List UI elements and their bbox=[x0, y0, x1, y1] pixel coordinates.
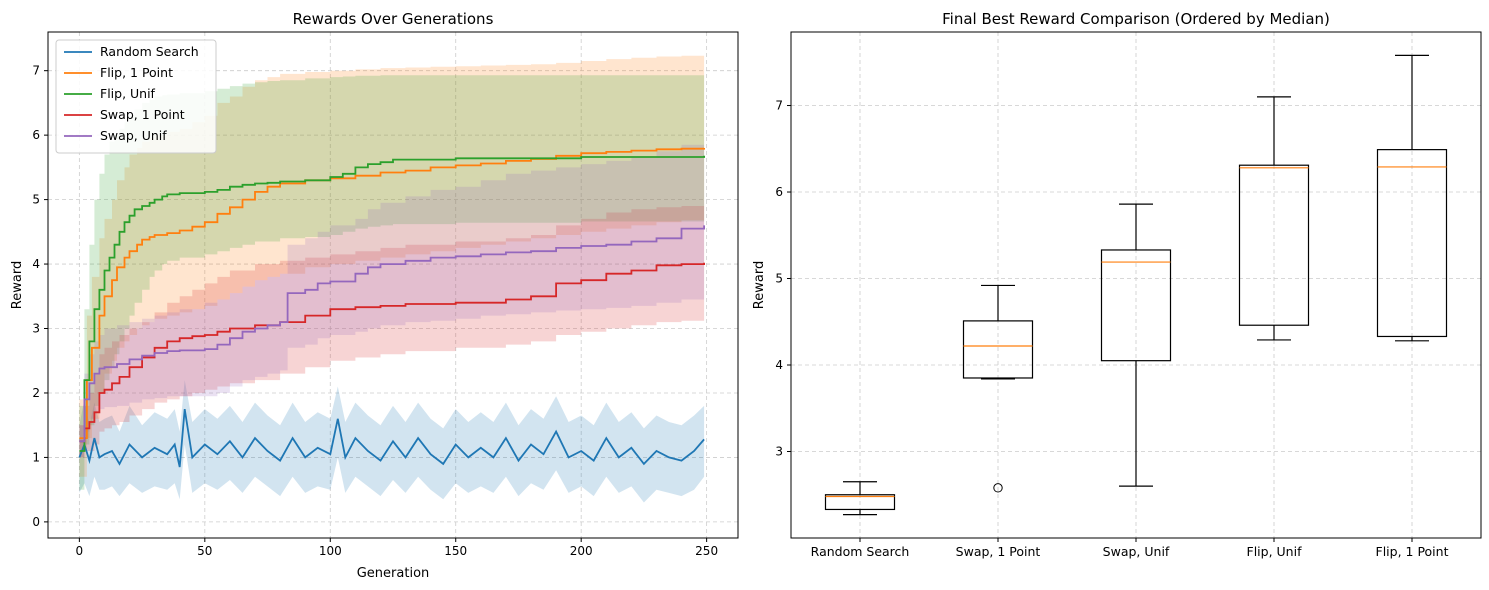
rewards-over-generations-chart: 0 50 100 150 200 250 0 1 2 3 4 5 6 7 Rewards Over Gen… bbox=[10, 10, 739, 581]
chart1-ticks: 0 50 100 150 200 250 0 1 2 3 4 5 6 7 bbox=[32, 64, 718, 558]
chart1-ytick-label: 5 bbox=[32, 193, 40, 207]
chart1-frame bbox=[47, 31, 739, 539]
chart2-ytick-label: 6 bbox=[775, 185, 783, 199]
legend-label: Swap, Unif bbox=[100, 128, 167, 143]
chart1-xtick-label: 0 bbox=[76, 544, 84, 558]
chart2-xtick-label: Flip, Unif bbox=[1247, 544, 1303, 559]
chart1-xlabel: Generation bbox=[357, 566, 430, 581]
band-random-search bbox=[79, 380, 705, 503]
flier-point bbox=[993, 483, 1003, 493]
chart1-ytick-label: 7 bbox=[32, 64, 40, 78]
box-iqr bbox=[1100, 249, 1172, 362]
chart1-xtick-label: 250 bbox=[695, 544, 718, 558]
band-flip-unif bbox=[79, 75, 705, 490]
box-swap-unif bbox=[1100, 203, 1172, 487]
chart1-bands bbox=[79, 55, 705, 503]
chart1-lines bbox=[78, 147, 705, 468]
chart2-xtick-label: Swap, Unif bbox=[1103, 544, 1170, 559]
chart2-xtick-label: Random Search bbox=[811, 544, 910, 559]
chart2-ytick-label: 3 bbox=[775, 445, 783, 459]
chart1-title: Rewards Over Generations bbox=[293, 10, 494, 28]
legend-label: Swap, 1 Point bbox=[100, 107, 185, 122]
chart1-ytick-label: 3 bbox=[32, 322, 40, 336]
box-swap-1-point bbox=[962, 284, 1034, 493]
chart1-legend: Random Search Flip, 1 Point Flip, Unif Swap… bbox=[55, 39, 217, 154]
box-iqr bbox=[962, 320, 1034, 379]
chart1-xtick-label: 50 bbox=[197, 544, 212, 558]
band-flip-1-point bbox=[79, 55, 705, 477]
chart2-ytick-label: 5 bbox=[775, 272, 783, 286]
line-swap-unif bbox=[79, 225, 705, 443]
chart2-ylabel: Reward bbox=[752, 261, 767, 309]
chart1-xtick-label: 150 bbox=[444, 544, 467, 558]
chart2-xtick-label: Flip, 1 Point bbox=[1376, 544, 1449, 559]
chart2-ytick-label: 7 bbox=[775, 99, 783, 113]
line-flip-unif bbox=[79, 155, 705, 452]
chart1-ylabel: Reward bbox=[10, 261, 25, 309]
box-flip-1-point bbox=[1376, 54, 1448, 342]
chart2-xtick-label: Swap, 1 Point bbox=[956, 544, 1041, 559]
chart1-ytick-label: 6 bbox=[32, 128, 40, 142]
chart2-title: Final Best Reward Comparison (Ordered by… bbox=[942, 10, 1330, 28]
legend-box bbox=[55, 39, 217, 154]
chart1-ytick-label: 4 bbox=[32, 257, 40, 271]
band-swap-1-point bbox=[79, 205, 705, 458]
chart2-boxes bbox=[824, 54, 1448, 516]
box-iqr bbox=[824, 494, 896, 511]
chart1-ytick-label: 1 bbox=[32, 450, 40, 464]
chart1-xtick-label: 100 bbox=[319, 544, 342, 558]
chart1-ytick-label: 2 bbox=[32, 386, 40, 400]
band-swap-unif bbox=[79, 141, 705, 458]
line-random-search bbox=[78, 408, 705, 468]
legend-label: Random Search bbox=[100, 44, 199, 59]
box-random-search bbox=[824, 481, 896, 516]
legend-label: Flip, 1 Point bbox=[100, 65, 173, 80]
legend-label: Flip, Unif bbox=[100, 86, 156, 101]
chart1-xtick-label: 200 bbox=[570, 544, 593, 558]
chart2-ytick-label: 4 bbox=[775, 358, 783, 372]
final-best-reward-boxplot: Random Search Swap, 1 Point Swap, Unif Flip… bbox=[752, 10, 1482, 559]
chart1-ytick-label: 0 bbox=[32, 515, 40, 529]
chart2-ticks: Random Search Swap, 1 Point Swap, Unif Flip… bbox=[775, 99, 1448, 559]
box-flip-unif bbox=[1238, 96, 1310, 341]
box-iqr bbox=[1238, 164, 1310, 326]
box-iqr bbox=[1376, 149, 1448, 338]
